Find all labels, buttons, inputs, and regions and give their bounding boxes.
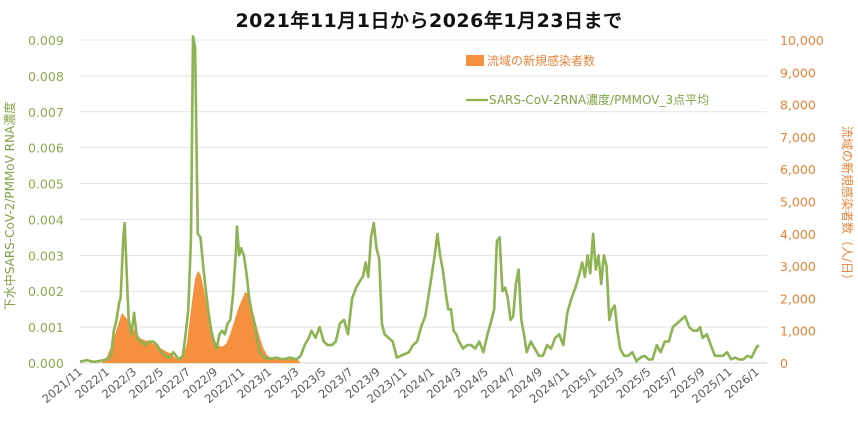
- left-y-axis-title: 下水中SARS-CoV-2/PMMoV RNA濃度: [2, 102, 17, 310]
- left-tick-label: 0.005: [28, 177, 64, 192]
- left-tick-label: 0.000: [28, 356, 64, 371]
- left-tick-label: 0.007: [28, 105, 64, 120]
- new-cases-area-series: [80, 270, 301, 363]
- left-tick-label: 0.003: [28, 248, 64, 263]
- left-tick-label: 0.008: [28, 69, 64, 84]
- left-y-axis-ticks: 0.000 0.001 0.002 0.003 0.004 0.005 0.006 0.007…: [28, 33, 64, 371]
- right-tick-label: 10,000: [780, 33, 824, 48]
- rna-concentration-line-series: [79, 35, 760, 364]
- chart-title: 2021年11月1日から2026年1月23日まで: [235, 10, 623, 32]
- right-tick-label: 4,000: [780, 227, 816, 242]
- right-tick-label: 1,000: [780, 324, 816, 339]
- legend-bar-label: 流域の新規感染者数: [487, 53, 595, 68]
- rna-concentration-line: [79, 35, 760, 364]
- right-y-axis-title: 流域の新規感染者数（人/日）: [840, 126, 855, 286]
- left-tick-label: 0.002: [28, 284, 64, 299]
- right-tick-label: 5,000: [780, 195, 816, 210]
- new-cases-area: [80, 270, 301, 363]
- left-tick-label: 0.001: [28, 320, 64, 335]
- right-tick-label: 0: [780, 356, 788, 371]
- legend-bar-swatch: [466, 55, 484, 66]
- right-tick-label: 9,000: [780, 65, 816, 80]
- right-tick-label: 6,000: [780, 162, 816, 177]
- left-tick-label: 0.004: [28, 212, 64, 227]
- legend-line-label: SARS-CoV-2RNA濃度/PMMOV_3点平均: [489, 92, 709, 107]
- right-y-axis-ticks: 0 1,000 2,000 3,000 4,000 5,000 6,000 7,000 8,00…: [780, 33, 824, 371]
- legend: 流域の新規感染者数 SARS-CoV-2RNA濃度/PMMOV_3点平均: [466, 53, 709, 107]
- left-tick-label: 0.006: [28, 141, 64, 156]
- left-tick-label: 0.009: [28, 33, 64, 48]
- right-tick-label: 8,000: [780, 98, 816, 113]
- right-tick-label: 3,000: [780, 259, 816, 274]
- x-axis-ticks: 2021/112022/12022/32022/52022/72022/9202…: [39, 365, 761, 406]
- right-tick-label: 7,000: [780, 130, 816, 145]
- right-tick-label: 2,000: [780, 291, 816, 306]
- gridlines: [80, 39, 767, 364]
